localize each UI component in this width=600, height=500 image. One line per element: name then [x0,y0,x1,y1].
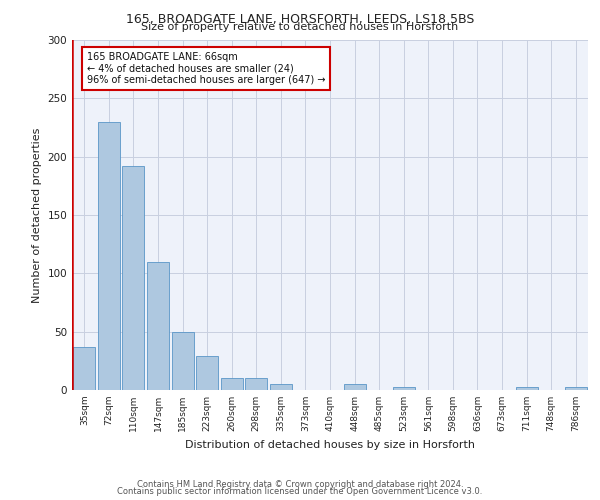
Bar [172,332,194,390]
Text: Contains public sector information licensed under the Open Government Licence v3: Contains public sector information licen… [118,487,482,496]
Bar [122,166,145,390]
Y-axis label: Number of detached properties: Number of detached properties [32,128,42,302]
Text: 165 BROADGATE LANE: 66sqm
← 4% of detached houses are smaller (24)
96% of semi-d: 165 BROADGATE LANE: 66sqm ← 4% of detach… [87,52,325,85]
Bar [147,262,169,390]
Bar [344,384,365,390]
Bar [245,378,268,390]
Text: Size of property relative to detached houses in Horsforth: Size of property relative to detached ho… [142,22,458,32]
Text: Contains HM Land Registry data © Crown copyright and database right 2024.: Contains HM Land Registry data © Crown c… [137,480,463,489]
X-axis label: Distribution of detached houses by size in Horsforth: Distribution of detached houses by size … [185,440,475,450]
Bar [196,356,218,390]
Bar [73,347,95,390]
Bar [221,378,243,390]
Bar [270,384,292,390]
Bar [392,386,415,390]
Text: 165, BROADGATE LANE, HORSFORTH, LEEDS, LS18 5BS: 165, BROADGATE LANE, HORSFORTH, LEEDS, L… [126,12,474,26]
Bar [98,122,120,390]
Bar [565,386,587,390]
Bar [515,386,538,390]
